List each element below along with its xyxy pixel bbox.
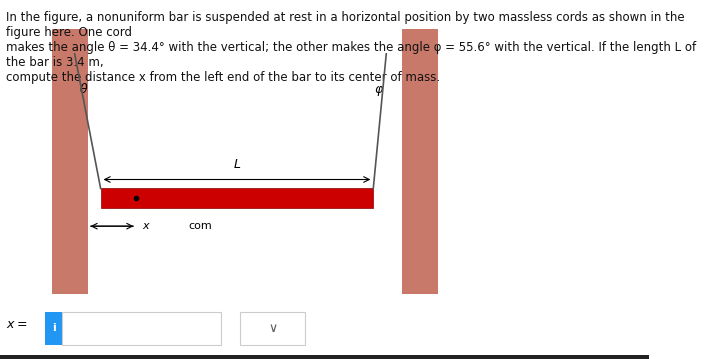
Text: com: com bbox=[188, 221, 212, 231]
FancyBboxPatch shape bbox=[45, 312, 62, 345]
Text: ∨: ∨ bbox=[268, 322, 277, 335]
Text: In the figure, a nonuniform bar is suspended at rest in a horizontal position by: In the figure, a nonuniform bar is suspe… bbox=[6, 11, 697, 84]
Text: i: i bbox=[52, 323, 55, 334]
FancyBboxPatch shape bbox=[0, 355, 649, 359]
FancyBboxPatch shape bbox=[402, 29, 438, 294]
FancyBboxPatch shape bbox=[240, 312, 305, 345]
Text: $x$: $x$ bbox=[142, 221, 150, 231]
Text: φ: φ bbox=[374, 83, 382, 96]
FancyBboxPatch shape bbox=[62, 312, 221, 345]
FancyBboxPatch shape bbox=[101, 188, 373, 208]
Text: $x =$: $x =$ bbox=[6, 318, 28, 331]
Text: $L$: $L$ bbox=[233, 158, 241, 171]
FancyBboxPatch shape bbox=[52, 29, 88, 294]
Text: θ: θ bbox=[79, 83, 87, 96]
